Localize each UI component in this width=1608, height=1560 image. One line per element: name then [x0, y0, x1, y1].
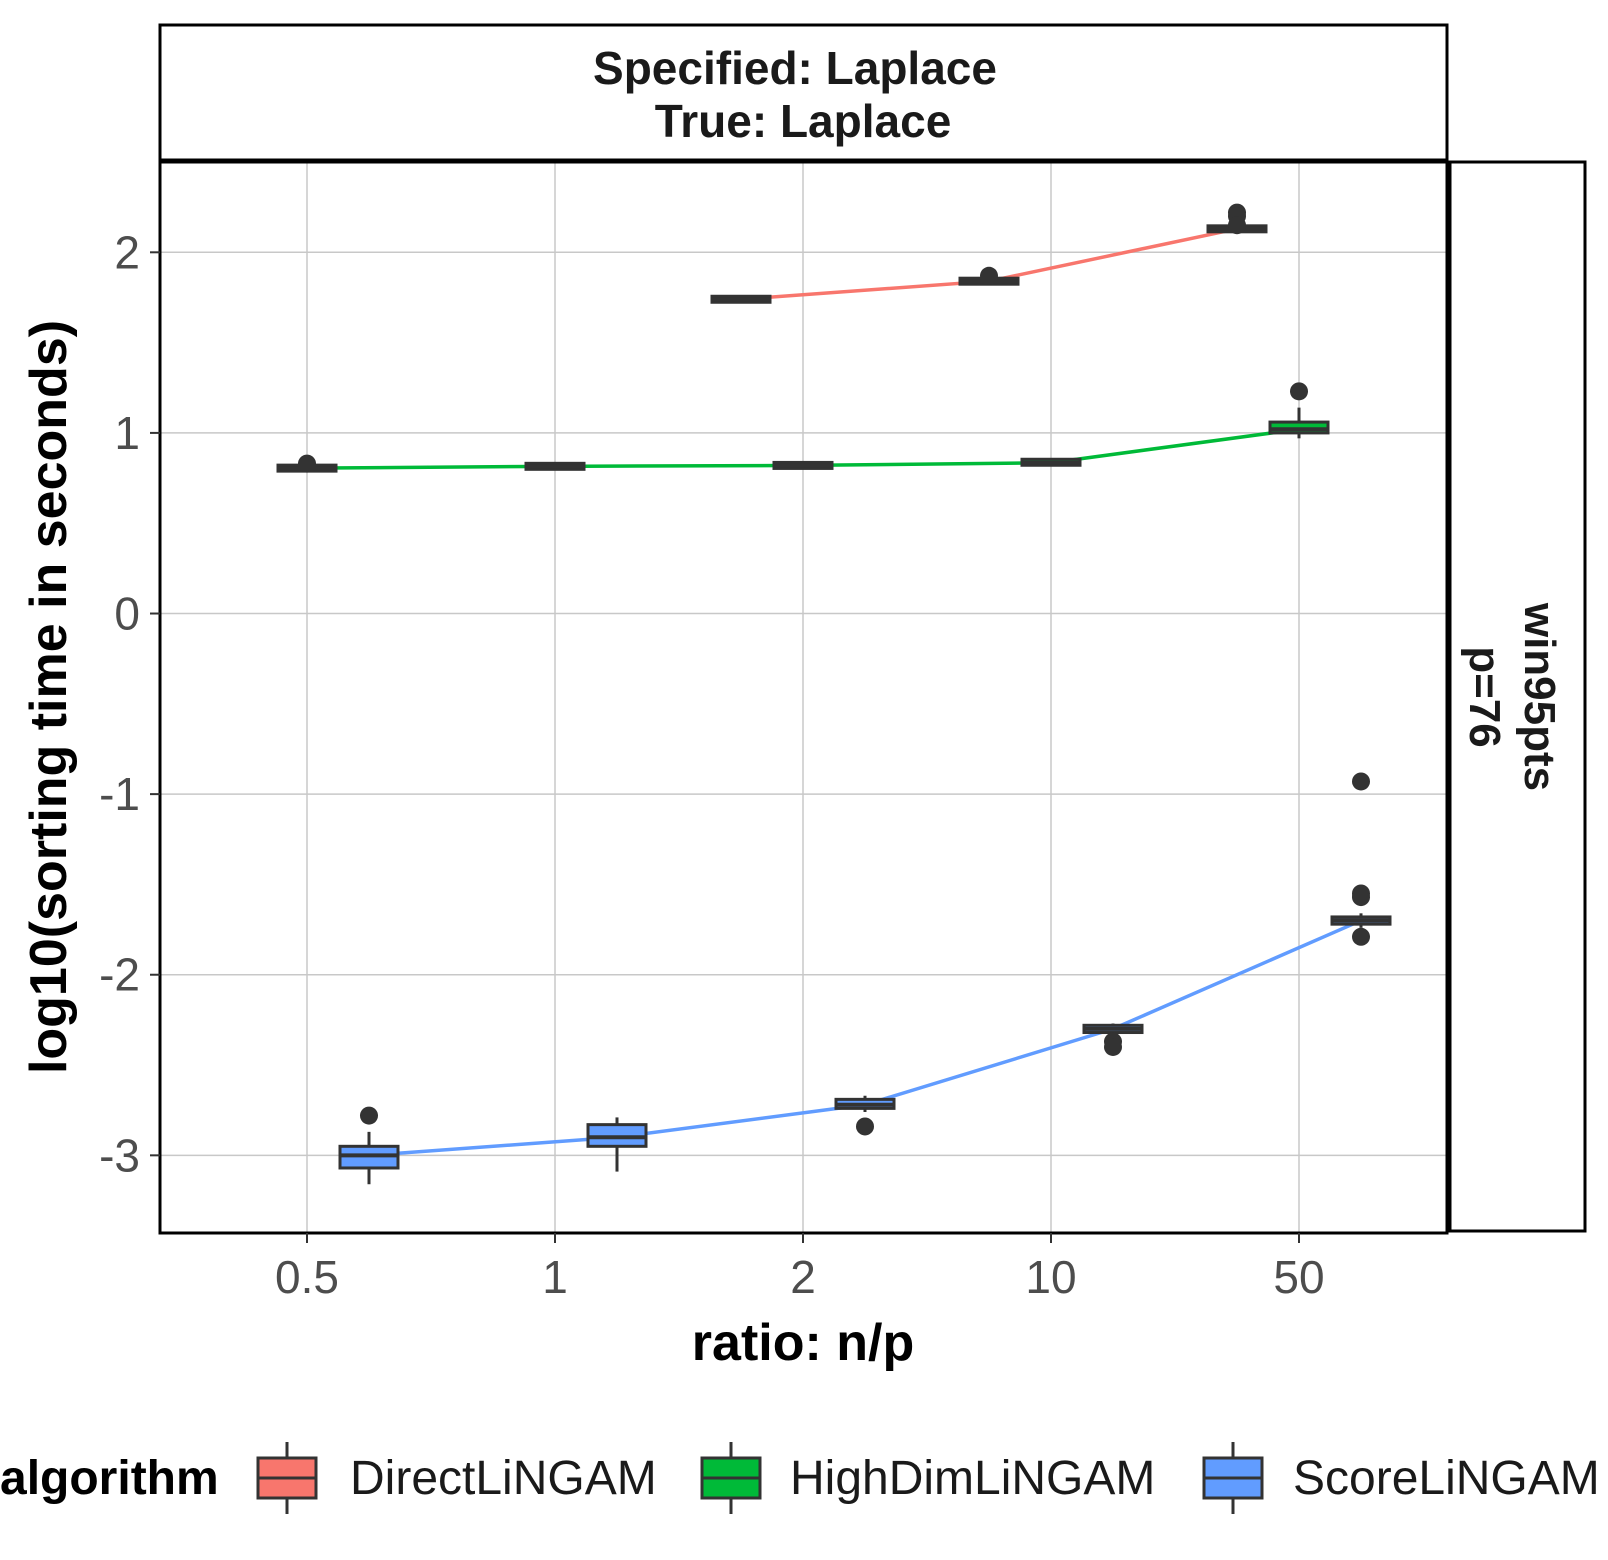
x-tick-label: 0.5 [275, 1251, 339, 1303]
box-outlier [1228, 216, 1246, 235]
box-highdimlingam-0.5 [276, 454, 338, 473]
box-scorelingam-1 [586, 1117, 648, 1172]
x-axis-title: ratio: n/p [692, 1314, 914, 1372]
box-outlier [298, 454, 316, 473]
y-tick-label: -1 [99, 768, 140, 820]
legend-entry-directlingam: DirectLiNGAM [256, 1442, 657, 1514]
legend-label: DirectLiNGAM [350, 1452, 657, 1505]
box-directlingam-50 [1206, 203, 1268, 235]
box-outlier [980, 266, 998, 285]
box-outlier [1290, 382, 1308, 401]
strip-title-specified: Specified: Laplace [593, 42, 997, 94]
box-highdimlingam-10 [1020, 457, 1082, 467]
legend: algorithm DirectLiNGAM HighDimLiNGAM Score… [0, 1442, 1600, 1514]
box-outlier [856, 1117, 874, 1136]
y-tick-label: 2 [114, 226, 140, 278]
box-scorelingam-2 [834, 1095, 896, 1136]
x-tick-label: 10 [1025, 1251, 1076, 1303]
facet-label-p: p=76 [1460, 646, 1509, 748]
x-tick-label: 2 [790, 1251, 816, 1303]
legend-entry-highdimlingam: HighDimLiNGAM [700, 1442, 1155, 1514]
x-tick-label: 50 [1273, 1251, 1324, 1303]
legend-title: algorithm [0, 1452, 219, 1505]
box-outlier [360, 1106, 378, 1125]
strip-header [158, 23, 1449, 162]
box-highdimlingam-2 [772, 460, 834, 470]
gridlines [160, 162, 1447, 1233]
box-highdimlingam-1 [524, 461, 586, 471]
x-axis-ticks: 0.5 1 2 10 50 [275, 1233, 1325, 1303]
y-axis-title: log10(sorting time in seconds) [20, 320, 78, 1074]
y-tick-label: 1 [114, 407, 140, 459]
box-outlier [1104, 1037, 1122, 1056]
box-highdimlingam-50 [1268, 382, 1330, 439]
facet-label-dataset: win95pts [1515, 602, 1564, 791]
y-tick-label: -2 [99, 949, 140, 1001]
box-marks [276, 203, 1392, 1185]
box-outlier [1352, 888, 1370, 907]
legend-label: ScoreLiNGAM [1293, 1452, 1600, 1505]
x-tick-label: 1 [542, 1251, 568, 1303]
facet-strip-right [1448, 160, 1587, 1233]
box-directlingam-10 [958, 266, 1020, 286]
y-tick-label: 0 [114, 588, 140, 640]
box-scorelingam-50 [1330, 772, 1392, 946]
y-axis-ticks: 2 1 0 -1 -2 -3 [99, 226, 160, 1181]
y-tick-label: -3 [99, 1129, 140, 1181]
box-directlingam-2 [710, 294, 772, 304]
strip-title-true: True: Laplace [655, 95, 952, 147]
legend-label: HighDimLiNGAM [790, 1452, 1155, 1505]
box-scorelingam-0.5 [338, 1106, 400, 1185]
box-outlier [1352, 772, 1370, 791]
legend-entry-scorelingam: ScoreLiNGAM [1202, 1442, 1600, 1514]
box-outlier [1352, 927, 1370, 946]
box-scorelingam-10 [1082, 1023, 1144, 1056]
